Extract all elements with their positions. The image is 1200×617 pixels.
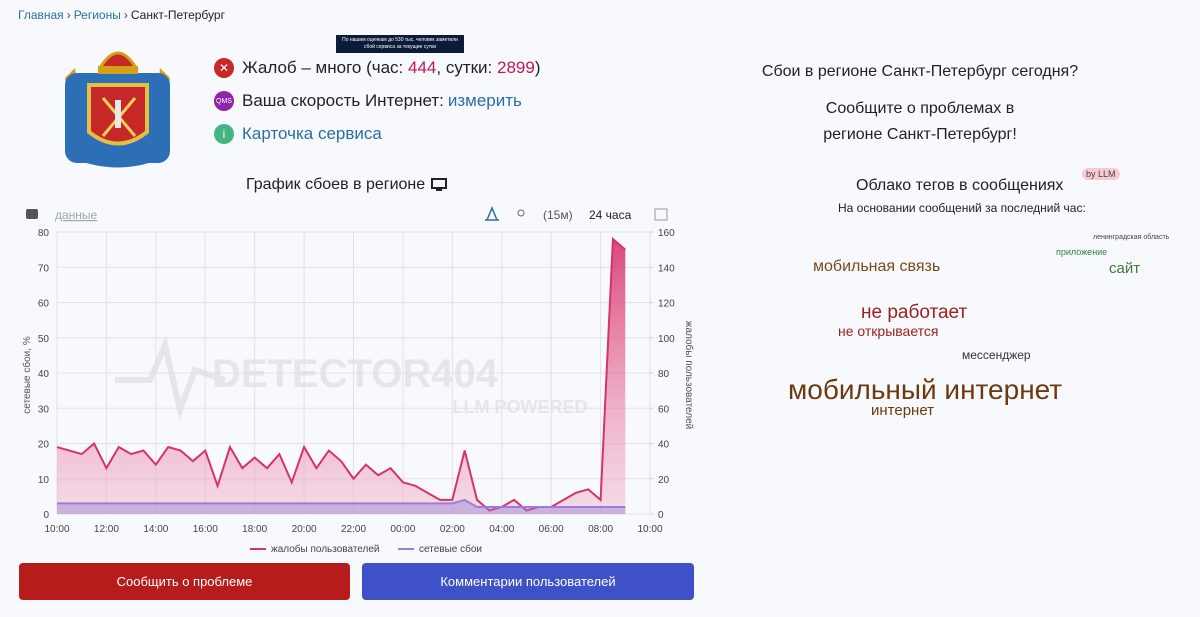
crumb-current: Санкт-Петербург [130, 8, 225, 22]
y-tick-label: 60 [38, 299, 50, 310]
report-line: Сообщите о проблемах в [825, 100, 1015, 117]
card-link[interactable]: Карточка сервиса [242, 124, 382, 143]
x-tick-label: 10:00 [637, 524, 662, 535]
pen-icon[interactable] [485, 206, 499, 221]
y-tick-label: 30 [38, 404, 50, 415]
status-text: , сутки: [436, 58, 497, 77]
plot [56, 236, 626, 515]
coat-of-arms [65, 51, 170, 168]
y-tick-label: 80 [38, 228, 50, 239]
x-tick-label: 10:00 [44, 524, 69, 535]
day-count: 2899 [497, 58, 535, 77]
info-icon: i [214, 124, 234, 144]
x-tick-label: 22:00 [341, 524, 366, 535]
y2-tick-label: 140 [658, 263, 675, 274]
error-icon: ✕ [214, 58, 234, 78]
y2-tick-label: 100 [658, 334, 675, 345]
complaints-status: Жалоб – много (час: 444, сутки: 2899) [242, 58, 541, 78]
x-tick-label: 02:00 [440, 524, 465, 535]
ticks: 0 10 20 30 40 50 60 70 80 0 20 40 60 80 100 120 140 160 10… [38, 228, 675, 535]
legend: жалобы пользователей сетевые сбои [250, 543, 482, 555]
complaints-line: ✕ Жалоб – много (час: 444, сутки: 2899) [214, 58, 541, 78]
tag: сайт [1109, 260, 1141, 277]
user-icon[interactable] [517, 209, 525, 217]
card-line: i Карточка сервиса [214, 124, 382, 144]
watermark-sub: LLM POWERED [453, 397, 588, 417]
y2-tick-label: 160 [658, 228, 675, 239]
x-tick-label: 18:00 [242, 524, 267, 535]
speed-link[interactable]: измерить [447, 91, 522, 110]
right-report: Сообщите о проблемах в регионе Санкт-Пет… [740, 96, 1100, 148]
legend-label: сетевые сбои [419, 543, 482, 555]
crumb-link[interactable]: Главная [18, 8, 64, 22]
y2-tick-label: 0 [658, 510, 664, 521]
toolbar-15m[interactable]: (15м) [543, 208, 573, 222]
qms-icon: QMS [214, 91, 234, 111]
x-tick-label: 14:00 [143, 524, 168, 535]
y2-tick-label: 80 [658, 369, 670, 380]
x-tick-label: 20:00 [292, 524, 317, 535]
y2-tick-label: 60 [658, 404, 670, 415]
x-tick-label: 16:00 [193, 524, 218, 535]
tag: интернет [871, 402, 935, 419]
comments-button[interactable]: Комментарии пользователей [362, 563, 694, 600]
toolbar-data[interactable]: данные [55, 208, 98, 222]
y-tick-label: 70 [38, 263, 50, 274]
y2-tick-label: 40 [658, 440, 670, 451]
speed-text: Ваша скорость Интернет: [242, 91, 444, 110]
toolbar-24h[interactable]: 24 часа [589, 208, 632, 222]
legend-label: жалобы пользователей [271, 543, 380, 555]
tag: ленинградская область [1093, 234, 1170, 241]
monitor-icon [431, 178, 448, 191]
y2-tick-label: 20 [658, 475, 670, 486]
cloud-subtitle: На основании сообщений за последний час: [838, 201, 1086, 215]
hour-count: 444 [408, 58, 437, 77]
x-tick-label: 00:00 [390, 524, 415, 535]
tag: не открывается [838, 323, 939, 339]
series-line [56, 236, 626, 512]
y-tick-label: 50 [38, 334, 50, 345]
y-tick-label: 10 [38, 475, 50, 486]
tooltip: По нашим оценкам до 530 тыс. человек зам… [336, 35, 464, 53]
x-tick-label: 06:00 [539, 524, 564, 535]
tag: мобильная связь [813, 258, 941, 275]
x-tick-label: 08:00 [588, 524, 613, 535]
series-line [57, 498, 626, 508]
breadcrumb: Главная › Регионы › Санкт-Петербург [18, 8, 225, 22]
tag: приложение [1056, 247, 1108, 257]
x-tick-label: 12:00 [94, 524, 119, 535]
tag: не работает [861, 302, 968, 323]
y2-axis-label: жалобы пользователей [683, 321, 695, 430]
chart-title-row: График сбоев в регионе [246, 176, 448, 194]
report-line: регионе Санкт-Петербург! [823, 126, 1017, 143]
right-question: Сбои в регионе Санкт-Петербург сегодня? [761, 63, 1079, 80]
chart: данные (15м) 24 часа DETECTOR404 LLM POW… [21, 206, 695, 555]
report-button[interactable]: Сообщить о проблеме [19, 563, 350, 600]
status-text: Жалоб – много (час: [242, 58, 408, 77]
series-area [57, 239, 626, 515]
speed-line: QMS Ваша скорость Интернет: измерить [214, 91, 522, 111]
camera-icon[interactable] [26, 209, 38, 219]
watermark: DETECTOR404 [212, 352, 499, 396]
llm-badge: by LLM [1082, 168, 1120, 180]
crumb-link[interactable]: Регионы [73, 8, 121, 22]
y-tick-label: 20 [38, 440, 50, 451]
y-tick-label: 0 [43, 510, 49, 521]
cloud-title: Облако тегов в сообщениях [856, 177, 1064, 194]
calendar-icon[interactable] [654, 208, 668, 221]
watermark-logo [115, 335, 226, 421]
y2-tick-label: 120 [658, 299, 675, 310]
y-axis-label: сетевые сбои, % [21, 336, 33, 414]
y-tick-label: 40 [38, 369, 50, 380]
status-text: ) [534, 58, 541, 77]
x-tick-label: 04:00 [489, 524, 514, 535]
tag: мобильный интернет [788, 374, 1063, 405]
chart-title: График сбоев в регионе [246, 176, 426, 193]
tag: мессенджер [962, 348, 1031, 362]
